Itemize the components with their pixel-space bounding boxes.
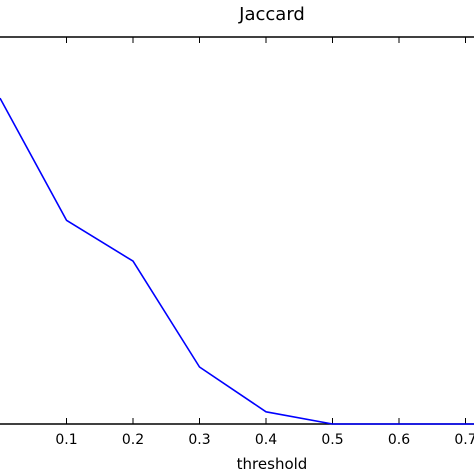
x-tick-label: 0.4: [255, 432, 277, 448]
x-axis-label: threshold: [237, 455, 308, 473]
x-tick-label: 0.1: [55, 432, 77, 448]
x-tick-label: 0.6: [388, 432, 410, 448]
plot-frame: [0, 36, 474, 425]
x-tick-label: 0.7: [454, 432, 474, 448]
x-tick-label: 0.2: [122, 432, 144, 448]
chart-title: Jaccard: [238, 4, 305, 25]
series-line: [0, 97, 474, 425]
x-axis-tick-labels: 0.1 0.2 0.3 0.4 0.5 0.6 0.7: [55, 432, 474, 448]
x-tick-label: 0.5: [321, 432, 343, 448]
x-tick-label: 0.3: [188, 432, 210, 448]
x-axis-ticks: [66, 37, 466, 424]
